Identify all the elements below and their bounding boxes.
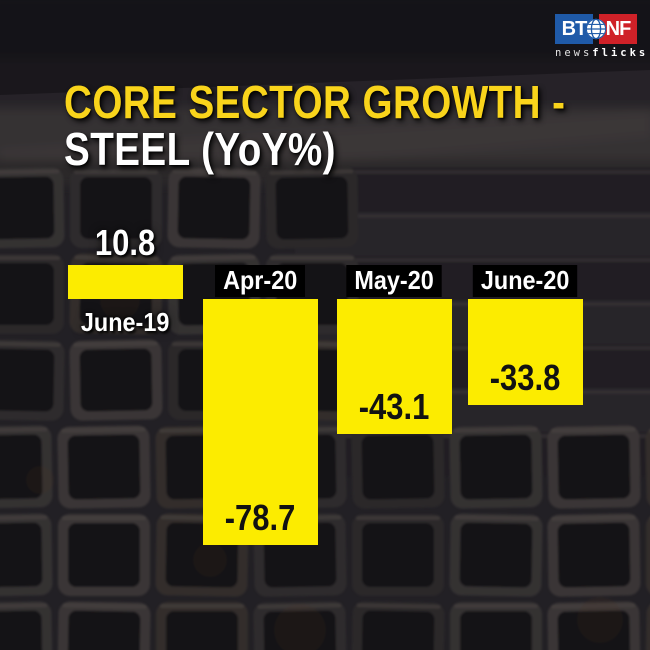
- category-label-June-20: June-20: [458, 265, 593, 297]
- category-label-text: June-19: [81, 307, 170, 337]
- btnf-logo: BT NF newsflicks: [555, 14, 645, 59]
- chart-title-line1: CORE SECTOR GROWTH -: [64, 76, 566, 128]
- category-label-June-19: June-19: [58, 307, 193, 339]
- logo-tagline-flicks: flicks: [592, 47, 649, 59]
- value-label-Apr-20: -78.7: [193, 499, 328, 537]
- value-label-May-20: -43.1: [327, 388, 462, 426]
- chart-title: CORE SECTOR GROWTH - STEEL (YoY%): [64, 79, 650, 173]
- value-label-text: -33.8: [490, 357, 561, 398]
- category-label-Apr-20: Apr-20: [193, 265, 328, 297]
- value-label-June-20: -33.8: [458, 359, 593, 397]
- logo-bt-text: BT: [561, 17, 588, 40]
- chart-title-line2: STEEL (YoY%): [64, 123, 336, 175]
- category-label-text: Apr-20: [215, 265, 306, 297]
- bar-June-20: [468, 299, 583, 405]
- logo-boxes: BT NF: [555, 14, 637, 44]
- logo-nf-text: NF: [605, 17, 632, 40]
- globe-icon: [585, 18, 607, 40]
- bar-Apr-20: [203, 299, 318, 545]
- category-label-May-20: May-20: [327, 265, 462, 297]
- value-label-June-19: 10.8: [58, 224, 193, 262]
- category-label-text: May-20: [346, 265, 443, 297]
- value-label-text: 10.8: [95, 222, 156, 263]
- logo-tagline: newsflicks: [555, 47, 645, 59]
- bar-June-19: [68, 265, 183, 299]
- logo-tagline-news: news: [555, 47, 593, 59]
- bar-May-20: [337, 299, 452, 434]
- value-label-text: -43.1: [359, 386, 430, 427]
- value-label-text: -78.7: [225, 497, 296, 538]
- photo-vignette: [0, 0, 650, 95]
- category-label-text: June-20: [473, 265, 578, 297]
